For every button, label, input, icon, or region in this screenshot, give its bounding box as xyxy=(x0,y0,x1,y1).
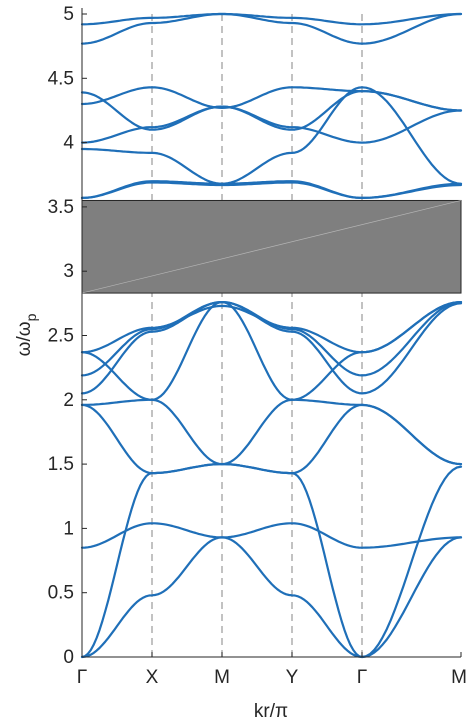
plot-area xyxy=(82,14,461,657)
band-gap-region xyxy=(81,199,462,294)
x-tick-label: X xyxy=(146,667,159,688)
y-tick-label: 3 xyxy=(63,261,74,282)
band-line xyxy=(80,12,463,45)
band-line xyxy=(80,536,463,659)
y-tick-label: 2.5 xyxy=(48,326,74,347)
band-line xyxy=(80,12,463,26)
x-tick-label: Γ xyxy=(357,667,367,688)
axes xyxy=(81,8,461,658)
x-tick-label: Γ xyxy=(77,667,87,688)
y-tick-label: 4 xyxy=(63,133,74,154)
y-tick-labels: 0 0.5 1 1.5 2 2.5 3 3.5 4 4.5 5 xyxy=(48,4,87,668)
x-axis-label: kr/π xyxy=(254,701,288,722)
band-line xyxy=(80,90,463,131)
y-tick-label: 0 xyxy=(63,647,74,668)
x-tick-label: M xyxy=(214,667,230,688)
band-line xyxy=(80,180,463,199)
band-line xyxy=(80,301,463,401)
y-tick-label: 1.5 xyxy=(48,454,74,475)
y-axis-label: ω/ωp xyxy=(14,313,39,356)
band-line xyxy=(80,522,463,549)
band-line xyxy=(80,86,463,185)
y-tick-label: 2 xyxy=(63,390,74,411)
band-line xyxy=(80,398,463,466)
y-tick-label: 3.5 xyxy=(48,197,74,218)
y-tick-label: 0.5 xyxy=(48,583,74,604)
band-gap-diagonal xyxy=(81,200,462,294)
y-tick-label: 4.5 xyxy=(48,68,74,89)
x-tick-label: Y xyxy=(286,667,299,688)
band-line xyxy=(80,301,463,377)
y-axis-label-main: ω/ω xyxy=(14,321,35,356)
y-tick-label: 5 xyxy=(63,4,74,25)
band-series xyxy=(80,12,463,659)
x-tick-label: M xyxy=(451,667,467,688)
y-tick-label: 1 xyxy=(63,518,74,539)
y-axis-label-sub: p xyxy=(23,313,39,321)
